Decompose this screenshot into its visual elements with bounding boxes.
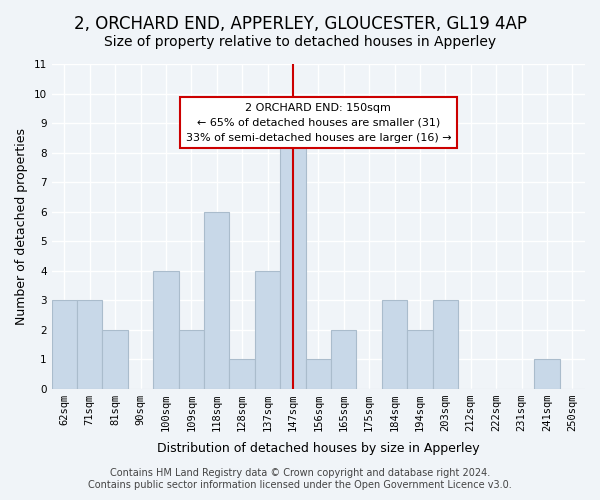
Bar bbox=[331, 330, 356, 388]
Bar bbox=[229, 359, 255, 388]
Y-axis label: Number of detached properties: Number of detached properties bbox=[15, 128, 28, 325]
Text: Size of property relative to detached houses in Apperley: Size of property relative to detached ho… bbox=[104, 35, 496, 49]
Text: Contains HM Land Registry data © Crown copyright and database right 2024.
Contai: Contains HM Land Registry data © Crown c… bbox=[88, 468, 512, 490]
Text: 2, ORCHARD END, APPERLEY, GLOUCESTER, GL19 4AP: 2, ORCHARD END, APPERLEY, GLOUCESTER, GL… bbox=[74, 15, 527, 33]
Text: 2 ORCHARD END: 150sqm
← 65% of detached houses are smaller (31)
33% of semi-deta: 2 ORCHARD END: 150sqm ← 65% of detached … bbox=[185, 103, 451, 142]
Bar bbox=[255, 270, 280, 388]
Bar bbox=[103, 330, 128, 388]
Bar bbox=[77, 300, 103, 388]
Bar bbox=[153, 270, 179, 388]
Bar bbox=[179, 330, 204, 388]
Bar bbox=[305, 359, 331, 388]
Bar bbox=[534, 359, 560, 388]
Bar bbox=[433, 300, 458, 388]
Bar bbox=[382, 300, 407, 388]
Bar bbox=[407, 330, 433, 388]
Bar bbox=[280, 123, 305, 388]
Bar bbox=[204, 212, 229, 388]
Bar bbox=[52, 300, 77, 388]
X-axis label: Distribution of detached houses by size in Apperley: Distribution of detached houses by size … bbox=[157, 442, 479, 455]
